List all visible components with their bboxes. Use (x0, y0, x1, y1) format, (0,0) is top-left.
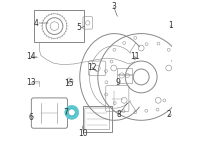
Text: 15: 15 (64, 79, 74, 88)
Text: 14: 14 (26, 52, 35, 61)
Text: 7: 7 (64, 108, 68, 117)
Text: 12: 12 (87, 63, 97, 72)
Text: 8: 8 (116, 110, 121, 119)
Text: 3: 3 (111, 2, 116, 11)
Text: 13: 13 (26, 78, 35, 87)
Text: 1: 1 (168, 21, 172, 30)
Text: 6: 6 (28, 113, 33, 122)
Text: 2: 2 (166, 110, 171, 119)
Text: 9: 9 (116, 78, 121, 87)
Text: 10: 10 (79, 129, 88, 138)
Circle shape (65, 105, 79, 119)
Text: 5: 5 (77, 23, 81, 32)
Text: 11: 11 (130, 52, 139, 61)
Text: 4: 4 (33, 19, 38, 28)
Circle shape (68, 109, 75, 116)
